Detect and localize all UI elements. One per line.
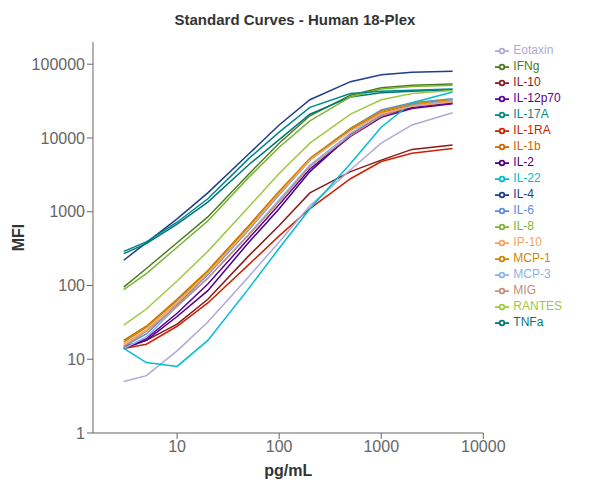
html-text:IL-2: IL-2 — [513, 155, 534, 169]
html-text:Standard Curves - Human 18-Ple: Standard Curves - Human 18-Plex — [174, 11, 416, 28]
html-text:Eotaxin: Eotaxin — [513, 43, 554, 57]
html-text:MCP-1: MCP-1 — [513, 251, 551, 265]
svg-text:1000: 1000 — [363, 438, 399, 455]
html-text:IL-1RA: IL-1RA — [513, 123, 551, 137]
svg-text:100: 100 — [58, 277, 85, 294]
html-text:IP-10: IP-10 — [513, 235, 542, 249]
svg-text:10: 10 — [168, 438, 186, 455]
svg-text:pg/mL: pg/mL — [264, 462, 312, 479]
html-text:IL-1b: IL-1b — [513, 139, 541, 153]
html-text:RANTES: RANTES — [513, 299, 562, 313]
html-text:IL-12p70: IL-12p70 — [513, 91, 561, 105]
html-text:TNFa: TNFa — [513, 315, 544, 329]
svg-text:100000: 100000 — [32, 56, 85, 73]
html-text:MIG: MIG — [513, 283, 536, 297]
html-text:IL-8: IL-8 — [513, 219, 534, 233]
svg-text:1: 1 — [76, 425, 85, 442]
svg-text:10: 10 — [67, 351, 85, 368]
svg-text:10000: 10000 — [461, 438, 506, 455]
svg-text:10000: 10000 — [41, 130, 86, 147]
html-text:MCP-3: MCP-3 — [513, 267, 551, 281]
svg-text:100: 100 — [266, 438, 293, 455]
html-text:IL-6: IL-6 — [513, 203, 534, 217]
html-text:IL-10: IL-10 — [513, 75, 541, 89]
svg-text:MFI: MFI — [10, 224, 27, 252]
html-text:IL-22: IL-22 — [513, 171, 541, 185]
svg-text:1000: 1000 — [49, 203, 85, 220]
html-text:IFNg: IFNg — [513, 59, 540, 73]
html-text:IL-17A: IL-17A — [513, 107, 549, 121]
html-text:IL-4: IL-4 — [513, 187, 534, 201]
